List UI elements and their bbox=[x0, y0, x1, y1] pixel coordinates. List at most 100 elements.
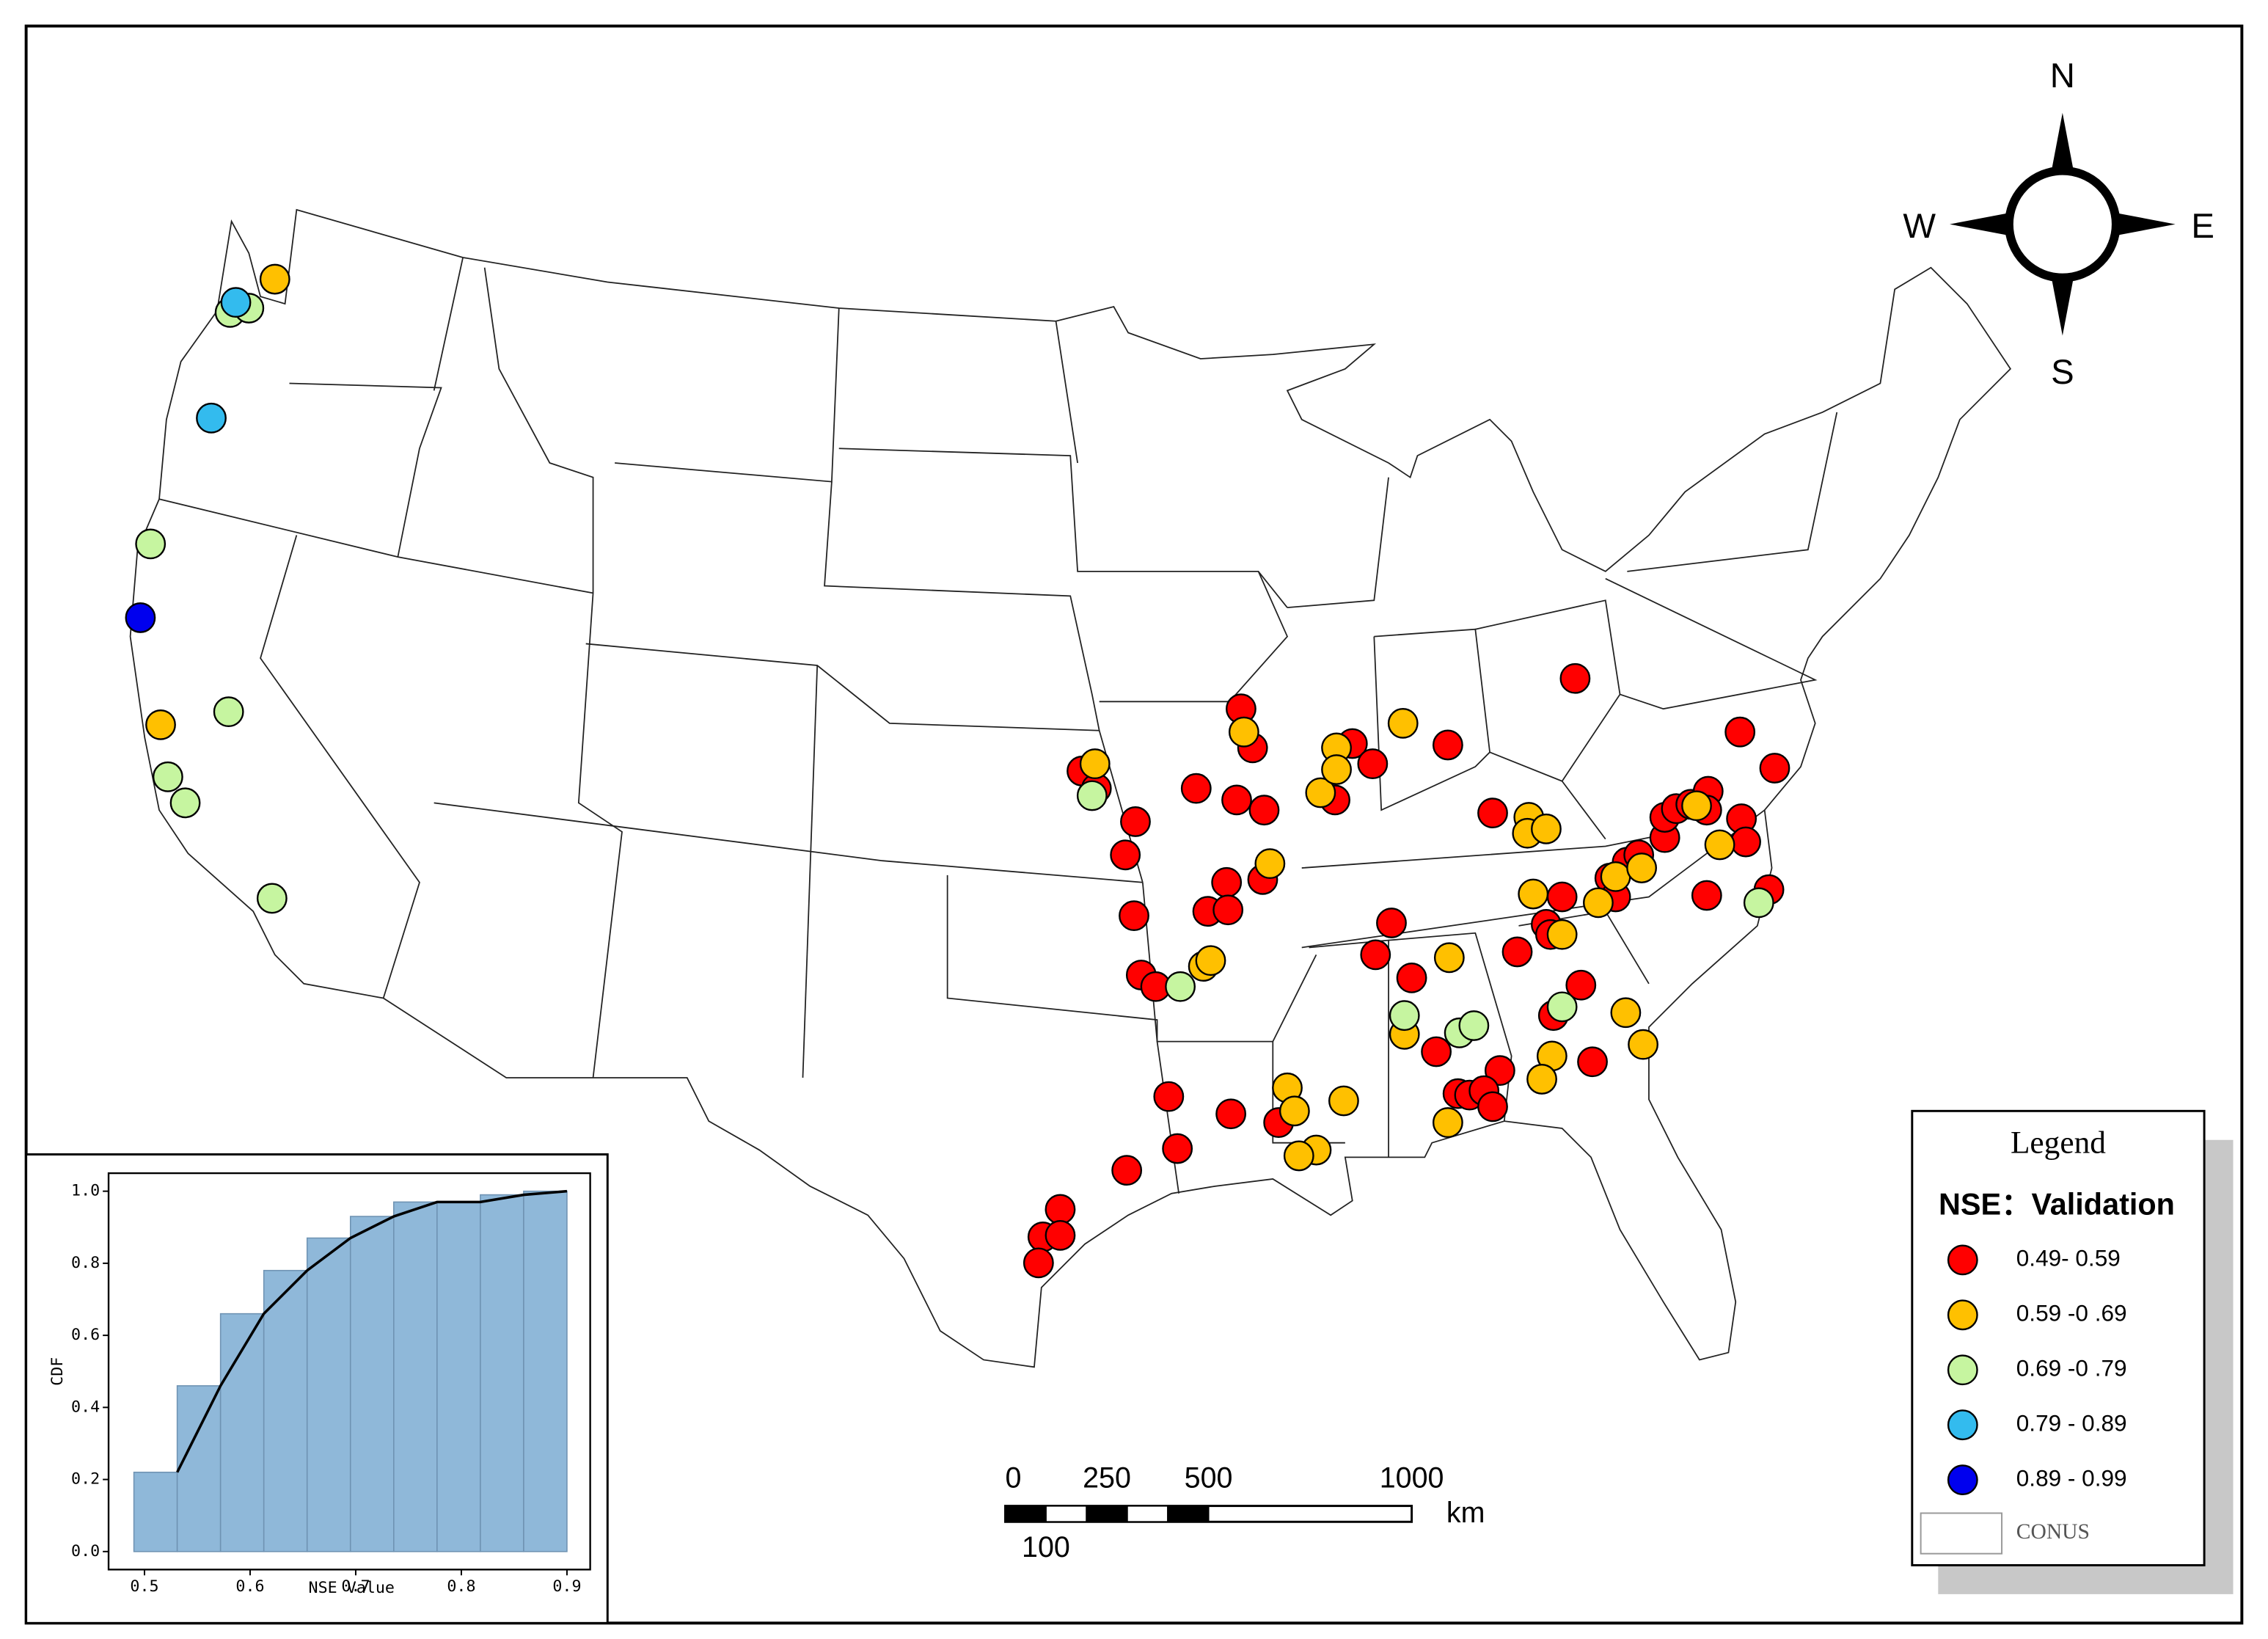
compass-ring bbox=[2004, 166, 2121, 282]
x-axis-label: NSE Value bbox=[309, 1579, 395, 1597]
conus-map bbox=[129, 208, 2012, 1368]
station bbox=[1610, 997, 1642, 1029]
scale-bar: km 0 100 250 500 1000 bbox=[1004, 1462, 1485, 1563]
legend-label: 0.69 -0 .79 bbox=[2016, 1355, 2127, 1381]
compass-arm bbox=[2114, 212, 2176, 236]
legend: Legend NSE：Validation CONUS 0.49- 0.59 0.… bbox=[1911, 1109, 2234, 1594]
station bbox=[1396, 963, 1427, 993]
station bbox=[1162, 1133, 1193, 1164]
station bbox=[1565, 969, 1597, 1001]
station bbox=[1079, 748, 1111, 779]
station bbox=[1212, 894, 1244, 926]
compass: N W E S bbox=[1903, 56, 2214, 392]
legend-label: 0.89 - 0.99 bbox=[2016, 1464, 2127, 1491]
x-tick-label: 0.5 bbox=[130, 1577, 158, 1596]
y-tick-label: 0.4 bbox=[71, 1398, 100, 1416]
station bbox=[1724, 716, 1756, 748]
legend-label: 0.59 -0 .69 bbox=[2016, 1300, 2127, 1326]
bar bbox=[523, 1190, 568, 1552]
x-tick-label: 0.6 bbox=[235, 1577, 264, 1596]
scale-label: 0 bbox=[1006, 1462, 1022, 1494]
station bbox=[220, 287, 252, 318]
bar bbox=[436, 1201, 481, 1552]
scale-unit: km bbox=[1446, 1497, 1485, 1529]
station bbox=[1119, 900, 1149, 932]
station bbox=[1477, 1091, 1508, 1123]
station bbox=[1759, 753, 1790, 784]
state-line bbox=[802, 665, 819, 1078]
station bbox=[256, 883, 288, 914]
station bbox=[1045, 1194, 1076, 1225]
axes-frame bbox=[107, 1172, 591, 1571]
bar bbox=[393, 1201, 438, 1552]
legend-marker bbox=[1947, 1354, 1978, 1386]
scale-segment bbox=[1167, 1505, 1210, 1523]
station bbox=[1432, 1107, 1463, 1138]
legend-subtitle: NSE：Validation bbox=[1939, 1187, 2175, 1221]
state-line bbox=[1141, 882, 1317, 1043]
state-line bbox=[585, 643, 1100, 731]
station bbox=[1546, 919, 1578, 950]
station bbox=[1180, 773, 1212, 804]
compass-n: N bbox=[2050, 56, 2075, 95]
station bbox=[1045, 1219, 1076, 1251]
station bbox=[1518, 878, 1549, 910]
legend-label: 0.79 - 0.89 bbox=[2016, 1410, 2127, 1437]
scale-label: 1000 bbox=[1380, 1462, 1444, 1494]
state-line bbox=[1055, 321, 1078, 464]
legend-label: 0.49- 0.59 bbox=[2016, 1245, 2121, 1271]
scale-segment bbox=[1126, 1505, 1169, 1523]
station bbox=[1111, 1155, 1143, 1186]
legend-marker bbox=[1947, 1409, 1978, 1441]
bar bbox=[133, 1471, 178, 1552]
station bbox=[1626, 853, 1657, 883]
legend-box bbox=[1911, 1109, 2206, 1566]
station bbox=[1389, 1000, 1420, 1032]
bar bbox=[349, 1216, 395, 1552]
station bbox=[1254, 848, 1286, 880]
station bbox=[135, 528, 167, 560]
station bbox=[1360, 939, 1391, 971]
legend-marker bbox=[1947, 1464, 1978, 1496]
y-axis-label: CDF bbox=[48, 1357, 67, 1386]
compass-arm bbox=[1950, 212, 2011, 236]
station bbox=[196, 402, 227, 434]
bar bbox=[306, 1237, 351, 1552]
station bbox=[1628, 1029, 1658, 1060]
station bbox=[1743, 887, 1774, 919]
compass-arm bbox=[2051, 274, 2074, 336]
station bbox=[125, 602, 156, 633]
station bbox=[1600, 861, 1631, 892]
state-line bbox=[289, 382, 442, 558]
bar bbox=[263, 1269, 308, 1552]
station bbox=[1704, 829, 1735, 861]
station bbox=[1357, 748, 1389, 779]
station bbox=[1110, 839, 1141, 871]
station bbox=[1546, 881, 1578, 913]
station bbox=[1546, 991, 1578, 1023]
station bbox=[1153, 1081, 1185, 1112]
state-line bbox=[1373, 628, 1490, 811]
station bbox=[1477, 797, 1508, 829]
stations bbox=[125, 263, 1790, 1279]
scale-segment bbox=[1086, 1505, 1128, 1523]
station bbox=[1501, 936, 1533, 968]
y-tick-label: 1.0 bbox=[71, 1182, 100, 1200]
station bbox=[1305, 777, 1336, 808]
scale-segment bbox=[1004, 1505, 1047, 1523]
scale-label: 500 bbox=[1185, 1462, 1233, 1494]
state-line bbox=[433, 257, 464, 391]
state-line bbox=[483, 267, 623, 1078]
x-tick-label: 0.7 bbox=[341, 1577, 370, 1596]
station bbox=[213, 696, 244, 728]
legend-swatch bbox=[1920, 1512, 2003, 1555]
scale-segment bbox=[1045, 1505, 1088, 1523]
station bbox=[1433, 942, 1465, 974]
state-line bbox=[1099, 571, 1289, 703]
compass-e: E bbox=[2191, 207, 2214, 246]
state-line bbox=[1627, 412, 1838, 572]
bar bbox=[219, 1313, 265, 1552]
bar bbox=[176, 1385, 222, 1552]
legend-marker bbox=[1947, 1299, 1978, 1331]
